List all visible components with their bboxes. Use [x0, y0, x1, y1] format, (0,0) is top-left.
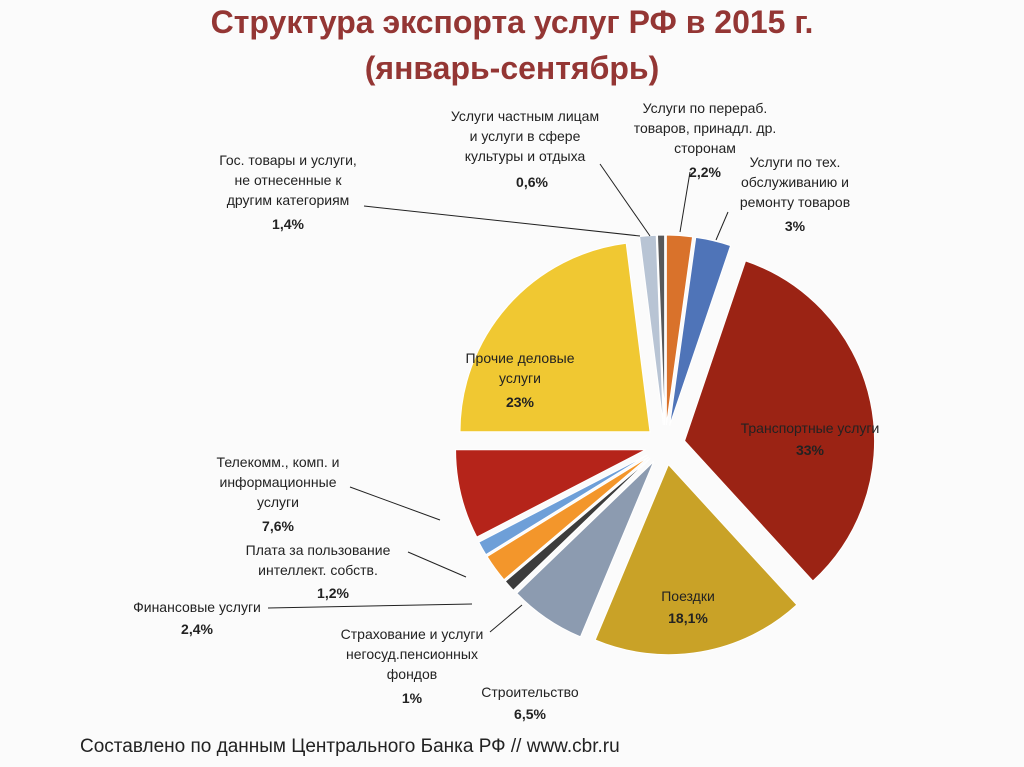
slice-label: Услуги частным лицам и услуги в сфере ку…: [450, 108, 600, 164]
pie-slice: [638, 234, 664, 426]
pie-slice: [665, 234, 694, 426]
slice-label: Транспортные услуги: [740, 420, 880, 436]
slice-label: Финансовые услуги: [133, 599, 261, 615]
footnote: Составлено по данным Центрального Банка …: [80, 736, 620, 757]
pie-slice: [669, 236, 732, 426]
value-label: 23%: [505, 394, 535, 410]
leader-line: [599, 163, 651, 237]
pie-slice: [516, 461, 655, 638]
slice-label: Прочие деловые услуги: [465, 350, 575, 386]
value-label: 1,4%: [272, 216, 304, 232]
value-label: 3%: [784, 218, 806, 234]
pie-slice: [684, 260, 876, 582]
value-label: 6,5%: [514, 706, 546, 722]
value-label: 18,1%: [668, 610, 708, 626]
slice-label: Услуги по перераб. товаров, принадл. др.…: [633, 100, 777, 156]
slice-label: Гос. товары и услуги, не отнесенные к др…: [219, 152, 357, 208]
value-label: 0,6%: [516, 174, 548, 190]
pie-slice: [455, 449, 646, 538]
chart-title: Структура экспорта услуг РФ в 2015 г.: [210, 4, 814, 40]
pie-slice: [594, 463, 798, 656]
pie-slice: [486, 456, 650, 581]
leader-line: [363, 205, 641, 237]
leader-line: [349, 486, 441, 521]
leader-line: [267, 603, 473, 609]
pie-slice: [478, 454, 648, 556]
pie-slice: [459, 242, 651, 433]
value-label: 1%: [401, 690, 423, 706]
pie-slice: [656, 234, 666, 426]
value-label: 7,6%: [262, 518, 294, 534]
slice-label: Услуги по тех. обслуживанию и ремонту то…: [739, 154, 851, 210]
leader-line: [407, 551, 467, 578]
value-label: 1,2%: [317, 585, 349, 601]
slice-label: Строительство: [481, 684, 579, 700]
value-label: 2,2%: [689, 164, 721, 180]
leader-line: [715, 211, 729, 241]
leader-line: [679, 171, 691, 233]
chart-subtitle: (январь-сентябрь): [364, 50, 660, 86]
value-label: 2,4%: [181, 621, 213, 637]
value-label: 33%: [795, 442, 825, 458]
pie-slice: [504, 458, 651, 591]
slice-label: Страхование и услуги негосуд.пенсионных …: [340, 626, 484, 682]
slice-label: Телекомм., комп. и информационные услуги: [216, 454, 340, 510]
leader-line: [489, 604, 523, 633]
slice-label: Плата за пользование интеллект. собств.: [245, 542, 391, 578]
slice-label: Поездки: [661, 588, 715, 604]
